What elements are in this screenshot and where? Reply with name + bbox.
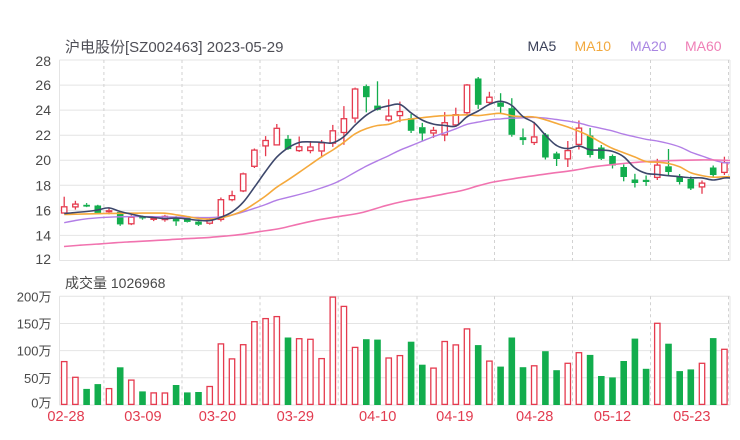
svg-text:24: 24 (35, 102, 51, 118)
svg-text:100万: 100万 (17, 344, 52, 359)
svg-text:03-29: 03-29 (277, 409, 314, 425)
svg-text:150万: 150万 (17, 317, 52, 332)
svg-text:12: 12 (35, 251, 51, 267)
svg-text:MA20: MA20 (630, 38, 667, 54)
svg-text:MA60: MA60 (685, 38, 722, 54)
svg-text:04-19: 04-19 (436, 409, 473, 425)
svg-text:04-10: 04-10 (359, 409, 396, 425)
svg-text:22: 22 (35, 127, 51, 143)
svg-text:沪电股份[SZ002463] 2023-05-29: 沪电股份[SZ002463] 2023-05-29 (65, 39, 283, 56)
svg-text:05-12: 05-12 (594, 409, 631, 425)
svg-text:200万: 200万 (17, 289, 52, 304)
svg-text:05-23: 05-23 (673, 409, 710, 425)
svg-text:20: 20 (35, 152, 51, 168)
svg-text:26: 26 (35, 77, 51, 93)
svg-text:16: 16 (35, 202, 51, 218)
svg-text:03-09: 03-09 (124, 409, 161, 425)
svg-text:MA10: MA10 (575, 38, 612, 54)
svg-text:成交量 1026968: 成交量 1026968 (65, 275, 166, 291)
svg-text:03-20: 03-20 (199, 409, 236, 425)
svg-text:04-28: 04-28 (516, 409, 553, 425)
svg-text:02-28: 02-28 (47, 409, 84, 425)
svg-text:14: 14 (35, 227, 51, 243)
svg-text:MA5: MA5 (528, 38, 557, 54)
svg-text:50万: 50万 (24, 371, 51, 386)
svg-text:18: 18 (35, 177, 51, 193)
svg-text:28: 28 (35, 53, 51, 69)
svg-text:0万: 0万 (31, 396, 51, 411)
